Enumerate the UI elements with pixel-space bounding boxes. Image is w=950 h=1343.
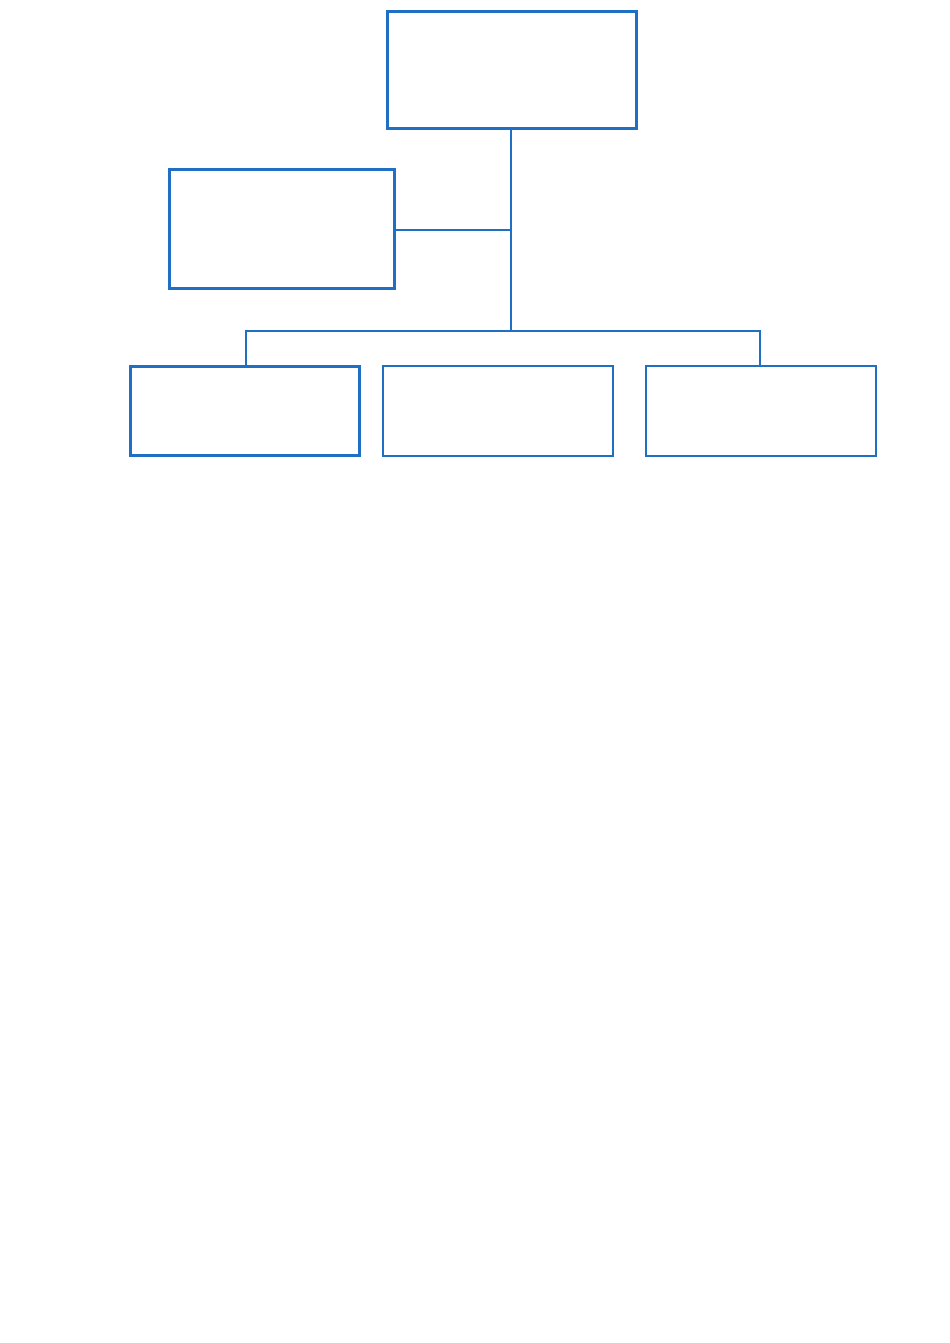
node-root <box>386 10 638 130</box>
node-child3 <box>645 365 877 457</box>
edge-trunk-bar <box>245 330 761 332</box>
edge-bar-child3 <box>759 330 761 365</box>
edge-side-trunk <box>396 229 512 231</box>
node-child2 <box>382 365 614 457</box>
edge-bar-child1 <box>245 330 247 365</box>
org-chart-canvas <box>0 0 950 1343</box>
node-side <box>168 168 396 290</box>
node-child1 <box>129 365 361 457</box>
